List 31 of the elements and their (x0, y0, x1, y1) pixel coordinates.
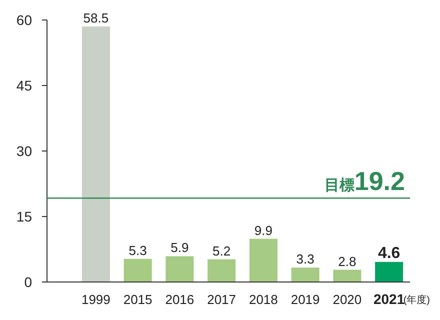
x-axis-title: (年度) (403, 294, 430, 306)
x-tick-label: 2021 (373, 291, 405, 307)
data-label: 4.6 (378, 244, 400, 262)
bar (208, 259, 236, 282)
bar (124, 258, 152, 282)
bar (375, 262, 404, 282)
x-tick-label: 2016 (165, 292, 194, 307)
x-tick-label: 2020 (332, 292, 362, 307)
data-label: 5.3 (128, 242, 147, 258)
data-label: 3.3 (296, 252, 314, 267)
x-tick-label: 2019 (290, 292, 320, 307)
y-tick-label: 60 (16, 12, 32, 28)
x-tick-label: 2018 (248, 292, 278, 307)
bar (291, 268, 320, 282)
data-label: 5.2 (212, 243, 231, 258)
y-tick-label: 0 (24, 274, 32, 290)
data-label: 2.8 (338, 254, 356, 269)
y-tick-label: 15 (16, 208, 32, 224)
x-tick-label: 2017 (207, 292, 236, 307)
data-label: 9.9 (254, 222, 272, 238)
data-label: 58.5 (83, 10, 109, 26)
y-tick-label: 30 (16, 143, 32, 159)
data-label: 5.9 (170, 240, 189, 256)
x-tick-label: 1999 (81, 292, 110, 307)
bar (82, 26, 110, 282)
x-tick-label: 2015 (123, 292, 152, 307)
bar (333, 270, 362, 282)
bar (249, 238, 278, 282)
y-tick-label: 45 (16, 78, 32, 94)
ref-line-label: 目標19.2 (324, 166, 405, 196)
bar (166, 256, 194, 282)
